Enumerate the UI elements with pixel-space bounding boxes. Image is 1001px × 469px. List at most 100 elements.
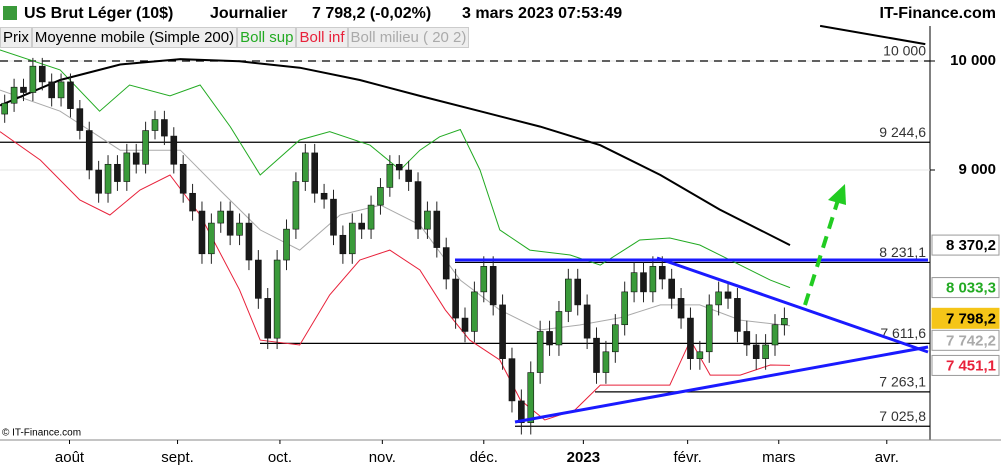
candle-body bbox=[574, 278, 582, 306]
y-tick-label: 10 000 bbox=[950, 52, 996, 69]
instrument: US Brut Léger (10$) bbox=[24, 5, 173, 22]
candle-body bbox=[95, 169, 102, 194]
legend-item: Boll sup bbox=[237, 27, 297, 48]
candle-body bbox=[10, 86, 18, 104]
candle-body bbox=[583, 304, 591, 339]
candle-body bbox=[20, 86, 27, 93]
candle-body bbox=[245, 222, 253, 261]
candle-body bbox=[593, 337, 600, 373]
candle-body bbox=[236, 222, 243, 236]
candle-body bbox=[743, 331, 751, 346]
candle-body bbox=[508, 358, 516, 402]
candle-body bbox=[67, 81, 74, 109]
x-tick-label: 2023 bbox=[567, 449, 600, 466]
candle-body bbox=[518, 400, 525, 423]
x-tick-label: août bbox=[55, 449, 85, 466]
level-label: 10 000 bbox=[883, 43, 926, 59]
candle-body bbox=[292, 181, 300, 230]
candle-body bbox=[114, 163, 121, 182]
legend-item: Moyenne mobile (Simple 200) bbox=[31, 27, 238, 48]
x-tick-label: déc. bbox=[470, 449, 498, 466]
candle-body bbox=[565, 278, 572, 312]
candle-body bbox=[536, 331, 544, 373]
candle-body bbox=[424, 210, 431, 230]
candle-body bbox=[358, 222, 365, 230]
candle-body bbox=[283, 228, 290, 261]
level-label: 7 025,8 bbox=[879, 408, 926, 424]
last-value-label: 7 798,2 bbox=[946, 310, 996, 327]
candle-body bbox=[76, 108, 84, 131]
candle-body bbox=[264, 298, 272, 339]
candle-body bbox=[705, 304, 713, 353]
y-tick-label: 9 000 bbox=[958, 161, 996, 178]
candle-body bbox=[461, 317, 469, 332]
last-value-box bbox=[931, 277, 1000, 299]
candle-body bbox=[771, 324, 779, 346]
candle-body bbox=[339, 234, 347, 255]
site: IT-Finance.com bbox=[880, 5, 996, 22]
candle-body bbox=[630, 272, 638, 293]
candle-body bbox=[151, 119, 159, 131]
last-value-box bbox=[931, 234, 1000, 256]
last-value-label: 8 033,3 bbox=[946, 280, 996, 297]
level-label: 7 611,6 bbox=[880, 325, 926, 341]
candle-body bbox=[555, 311, 563, 346]
candle-body bbox=[612, 324, 619, 353]
candle-body bbox=[480, 266, 488, 293]
candle-body bbox=[57, 81, 65, 99]
candle-body bbox=[208, 222, 215, 255]
trend-line bbox=[656, 256, 929, 354]
level-label: 9 244,6 bbox=[879, 124, 926, 140]
candle-body bbox=[405, 169, 412, 182]
last-value-box bbox=[931, 307, 1000, 329]
last-value-label: 8 370,2 bbox=[946, 237, 996, 254]
logo-icon bbox=[3, 6, 17, 20]
candle-body bbox=[142, 130, 149, 165]
candle-body bbox=[132, 152, 140, 165]
candle-body bbox=[395, 163, 403, 171]
series-line bbox=[0, 49, 791, 289]
legend-item: Prix bbox=[0, 27, 32, 48]
candle-body bbox=[414, 181, 422, 230]
candle-body bbox=[546, 331, 553, 346]
candle-body bbox=[442, 247, 450, 280]
candle-body bbox=[1, 102, 8, 115]
candle-body bbox=[762, 344, 769, 359]
candle-body bbox=[348, 222, 356, 255]
series-line bbox=[0, 24, 926, 246]
candle-body bbox=[677, 298, 685, 319]
candle-body bbox=[668, 278, 675, 299]
x-tick-label: avr. bbox=[875, 449, 899, 466]
level-label: 8 231,1 bbox=[879, 244, 926, 260]
candle-body bbox=[161, 119, 168, 137]
candle-body bbox=[179, 163, 187, 194]
x-tick-label: févr. bbox=[673, 449, 701, 466]
datetime: 3 mars 2023 07:53:49 bbox=[462, 5, 622, 22]
candle-body bbox=[724, 291, 732, 299]
candle-body bbox=[687, 317, 694, 359]
candle-body bbox=[320, 192, 328, 200]
candle-body bbox=[433, 210, 441, 248]
candle-body bbox=[386, 163, 394, 188]
legend-item: Boll inf bbox=[296, 27, 348, 48]
candle-body bbox=[377, 187, 384, 206]
x-tick-label: mars bbox=[762, 449, 795, 466]
x-tick-label: sept. bbox=[161, 449, 194, 466]
trend-line bbox=[514, 345, 929, 424]
candle-body bbox=[658, 266, 666, 280]
candle-body bbox=[123, 152, 131, 182]
period: Journalier bbox=[210, 5, 287, 22]
candle-body bbox=[170, 135, 178, 165]
candle-body bbox=[189, 192, 196, 212]
candle-body bbox=[226, 210, 234, 236]
candle-body bbox=[104, 163, 112, 194]
candle-body bbox=[217, 210, 225, 224]
candle-body bbox=[781, 318, 788, 326]
candle-body bbox=[489, 266, 497, 306]
price: 7 798,2 (-0,02%) bbox=[312, 5, 431, 22]
candle-body bbox=[452, 278, 459, 319]
candle-body bbox=[499, 304, 506, 359]
legend-item: Boll milieu ( 20 2) bbox=[347, 27, 470, 48]
